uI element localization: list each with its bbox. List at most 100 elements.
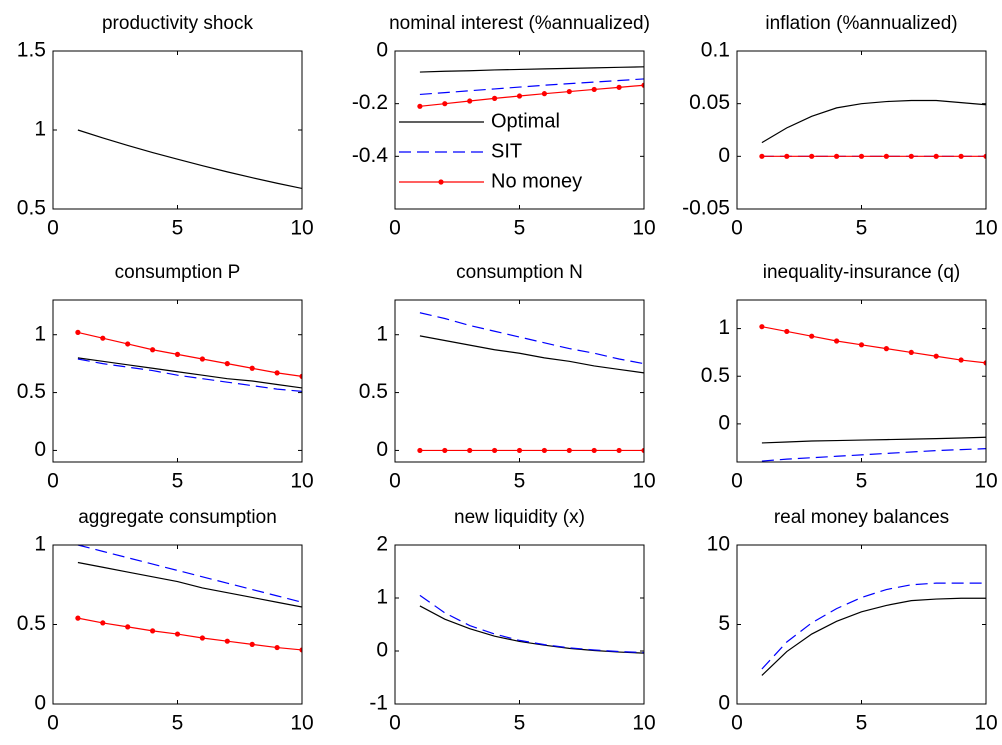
series-line: [761, 582, 986, 670]
series-marker: [908, 153, 914, 159]
plot-area: [53, 51, 302, 209]
y-tick-label: 0: [376, 438, 388, 461]
series-marker: [417, 447, 423, 454]
axes-box: [394, 50, 645, 210]
legend-label: SIT: [491, 140, 522, 162]
x-tick-label: 5: [856, 712, 868, 735]
series-marker: [100, 620, 106, 626]
series-line: [77, 331, 302, 377]
series-marker: [75, 615, 81, 621]
plot: [759, 324, 986, 462]
series-marker: [75, 329, 81, 335]
series-marker: [299, 373, 302, 379]
y-tick-label: 0: [718, 692, 730, 715]
series-marker: [516, 447, 523, 454]
x-tick-label: 10: [290, 712, 313, 735]
series-marker: [908, 349, 914, 356]
y-tick-label: 0: [34, 438, 46, 461]
series-marker: [616, 84, 622, 90]
series-marker: [933, 153, 939, 159]
x-tick-label: 10: [632, 217, 655, 240]
plot-area: [53, 300, 302, 462]
panel: consumption P 0 5 10 0 0.5 1: [17, 262, 314, 493]
series-marker: [125, 341, 131, 347]
panel: aggregate consumption 0 5 10 0 0.5 1: [17, 507, 314, 735]
legend-label: No money: [491, 170, 582, 192]
x-tick-label: 10: [632, 712, 655, 735]
series-marker: [784, 153, 790, 159]
series-line: [419, 66, 644, 73]
panel-title: nominal interest (%annualized): [389, 13, 650, 34]
panel: inequality-insurance (q) 0 5 10 0 0.5 1: [701, 262, 998, 493]
x-tick-label: 5: [856, 217, 868, 240]
series-marker: [566, 447, 572, 454]
series-marker: [759, 324, 765, 330]
series-marker: [541, 91, 548, 97]
series-marker: [199, 635, 205, 641]
axes-box: [52, 50, 303, 210]
x-tick-label: 0: [389, 712, 401, 735]
series-marker: [150, 628, 156, 634]
x-tick-label: 10: [290, 217, 313, 240]
plot-area: [395, 545, 644, 704]
x-tick-label: 5: [514, 470, 526, 493]
series-line: [761, 436, 986, 444]
series-marker: [249, 641, 255, 647]
x-tick-label: 10: [290, 470, 313, 493]
series-marker: [100, 335, 106, 341]
series-line: [419, 594, 644, 654]
y-tick-label: 1: [34, 533, 46, 556]
axes-box: [394, 299, 645, 463]
x-tick-label: 10: [974, 712, 997, 735]
panel: real money balances 0 5 10 0 5 10: [707, 507, 998, 735]
series-line: [761, 597, 986, 676]
panel-title: inflation (%annualized): [765, 13, 957, 34]
y-tick-label: 0: [376, 639, 388, 662]
series-marker: [417, 103, 423, 109]
panel-title: productivity shock: [102, 13, 254, 34]
panel: nominal interest (%annualized)0 5 10-0.4-0…: [352, 13, 656, 240]
y-tick-label: 0.05: [689, 91, 730, 114]
y-tick-label: 1.5: [17, 39, 46, 62]
series-line: [419, 84, 644, 107]
series-line: [419, 78, 644, 96]
x-tick-label: 5: [172, 712, 184, 735]
legend-marker: [438, 179, 444, 185]
series-marker: [467, 447, 473, 454]
series-marker: [274, 370, 280, 376]
y-tick-label: 0.1: [701, 39, 730, 62]
legend-label: Optimal: [491, 110, 560, 132]
series-marker: [834, 153, 840, 159]
y-tick-label: 0: [34, 692, 46, 715]
x-tick-label: 10: [974, 217, 997, 240]
axes-box: [736, 544, 987, 705]
y-tick-label: 0.5: [17, 612, 46, 635]
series-marker: [759, 153, 765, 159]
series-marker: [541, 447, 548, 454]
series-marker: [784, 328, 790, 335]
series-marker: [249, 365, 255, 371]
x-tick-label: 10: [632, 470, 655, 493]
series-marker: [933, 353, 939, 359]
y-tick-label: 1: [376, 322, 388, 345]
plot: [417, 312, 644, 454]
series-marker: [883, 346, 890, 352]
series-line: [77, 617, 302, 651]
panel-title: consumption N: [456, 262, 583, 283]
series-marker: [224, 361, 230, 367]
series-marker: [983, 153, 986, 159]
series-marker: [442, 447, 448, 454]
plot-area: [395, 51, 644, 209]
series-marker: [174, 351, 181, 357]
panel-title: consumption P: [115, 262, 241, 283]
y-tick-label: 1: [34, 322, 46, 345]
x-tick-label: 5: [514, 217, 526, 240]
y-tick-label: 0: [718, 411, 730, 434]
panel-title: new liquidity (x): [454, 507, 585, 528]
series-marker: [467, 98, 473, 104]
x-tick-label: 0: [47, 217, 59, 240]
series-marker: [299, 647, 302, 653]
series-line: [77, 357, 302, 389]
y-tick-label: 0.5: [359, 380, 388, 403]
